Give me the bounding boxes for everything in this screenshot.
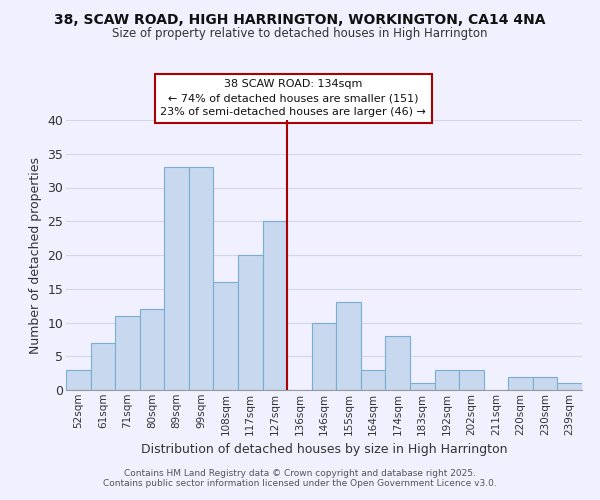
Bar bbox=[459, 370, 484, 390]
Bar bbox=[238, 255, 263, 390]
Bar bbox=[214, 282, 238, 390]
Bar bbox=[91, 343, 115, 390]
Bar bbox=[164, 167, 189, 390]
Bar bbox=[140, 309, 164, 390]
Bar bbox=[557, 383, 582, 390]
Bar bbox=[508, 376, 533, 390]
Text: Size of property relative to detached houses in High Harrington: Size of property relative to detached ho… bbox=[112, 28, 488, 40]
Bar bbox=[533, 376, 557, 390]
Bar bbox=[115, 316, 140, 390]
Text: Contains HM Land Registry data © Crown copyright and database right 2025.: Contains HM Land Registry data © Crown c… bbox=[124, 468, 476, 477]
Bar bbox=[66, 370, 91, 390]
Bar bbox=[189, 167, 214, 390]
Bar bbox=[361, 370, 385, 390]
Text: 38 SCAW ROAD: 134sqm
← 74% of detached houses are smaller (151)
23% of semi-deta: 38 SCAW ROAD: 134sqm ← 74% of detached h… bbox=[160, 80, 426, 118]
Bar bbox=[434, 370, 459, 390]
Bar bbox=[336, 302, 361, 390]
Text: 38, SCAW ROAD, HIGH HARRINGTON, WORKINGTON, CA14 4NA: 38, SCAW ROAD, HIGH HARRINGTON, WORKINGT… bbox=[54, 12, 546, 26]
Bar bbox=[312, 322, 336, 390]
Y-axis label: Number of detached properties: Number of detached properties bbox=[29, 156, 42, 354]
Bar bbox=[410, 383, 434, 390]
Bar bbox=[385, 336, 410, 390]
X-axis label: Distribution of detached houses by size in High Harrington: Distribution of detached houses by size … bbox=[141, 443, 507, 456]
Bar bbox=[263, 221, 287, 390]
Text: Contains public sector information licensed under the Open Government Licence v3: Contains public sector information licen… bbox=[103, 478, 497, 488]
